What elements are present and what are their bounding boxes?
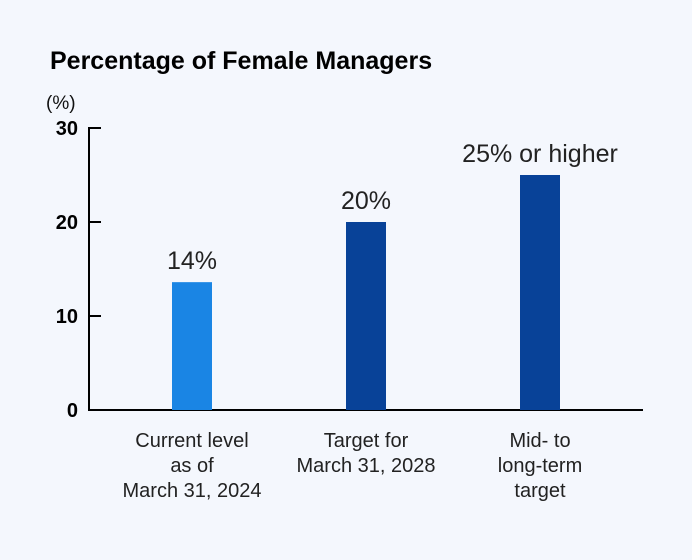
x-tick-label: as of <box>170 455 214 477</box>
x-tick-label: Mid- to <box>509 430 570 452</box>
x-tick-label: Current level <box>135 430 248 452</box>
y-tick-label: 30 <box>56 118 78 140</box>
y-ticks: 0 10 20 30 <box>56 118 101 422</box>
y-tick-label: 10 <box>56 306 78 328</box>
bars <box>172 175 560 410</box>
data-label: 25% or higher <box>462 140 618 168</box>
data-label: 14% <box>167 247 217 275</box>
bar <box>346 222 386 410</box>
x-tick-label: long-term <box>498 455 582 477</box>
value-labels: 14% 20% 25% or higher <box>167 140 618 275</box>
chart-title: Percentage of Female Managers <box>50 47 432 75</box>
x-tick-label: target <box>514 480 566 502</box>
x-tick-label: March 31, 2028 <box>297 455 436 477</box>
bar <box>520 175 560 410</box>
bar <box>172 282 212 410</box>
data-label: 20% <box>341 187 391 215</box>
x-tick-label: Target for <box>324 430 409 452</box>
y-tick-label: 0 <box>67 400 78 422</box>
y-tick-label: 20 <box>56 212 78 234</box>
category-labels: Current level as of March 31, 2024 Target f… <box>123 430 583 502</box>
x-tick-label: March 31, 2024 <box>123 480 262 502</box>
y-axis-unit: (%) <box>46 93 76 114</box>
